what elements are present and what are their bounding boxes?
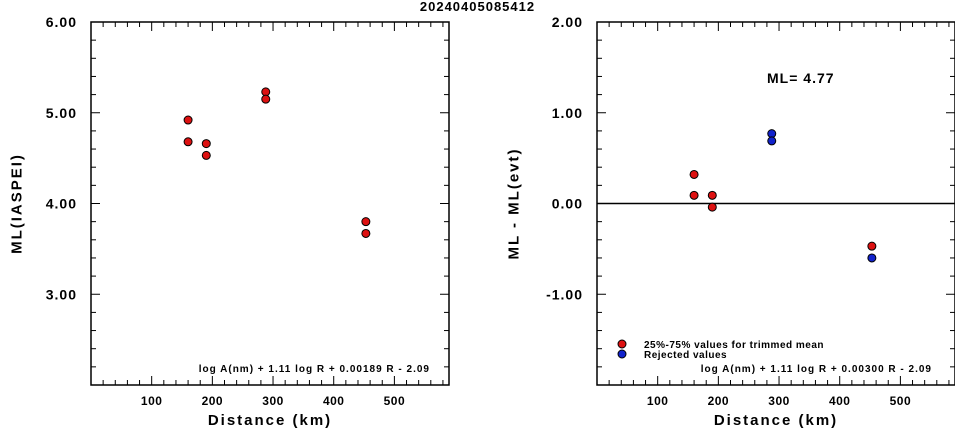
data-point	[261, 94, 271, 104]
legend-label: 25%-75% values for trimmed mean	[644, 340, 824, 351]
data-point	[867, 241, 877, 251]
x-tick-label: 200	[202, 394, 224, 408]
data-point	[361, 217, 371, 227]
data-point	[689, 190, 699, 200]
x-tick-label: 400	[829, 394, 851, 408]
legend-marker	[617, 349, 627, 359]
y-axis-title: ML(IASPEI)	[8, 153, 25, 254]
data-point	[707, 202, 717, 212]
y-tick-label: 4.00	[46, 196, 77, 212]
x-axis-title: Distance (km)	[714, 412, 838, 428]
data-point	[689, 169, 699, 179]
chart-right: -1.00 0.00 1.00 2.00 100 200 300 400 500 Distance…	[505, 14, 955, 428]
y-tick-label: 0.00	[552, 196, 583, 212]
legend-label: Rejected values	[644, 350, 727, 361]
plot-frame	[90, 21, 450, 386]
data-point	[867, 253, 877, 263]
data-point	[183, 137, 193, 147]
x-tick-label: 300	[768, 394, 790, 408]
y-tick-label: 2.00	[552, 14, 583, 30]
x-axis-title: Distance (km)	[208, 412, 332, 428]
x-tick-label: 300	[262, 394, 284, 408]
data-point	[361, 228, 371, 238]
x-tick-label: 100	[141, 394, 163, 408]
data-point	[201, 139, 211, 149]
formula-text: log A(nm) + 1.11 log R + 0.00189 R - 2.0…	[199, 364, 430, 375]
legend-marker	[617, 339, 627, 349]
y-axis-title: ML - ML(evt)	[505, 147, 522, 259]
x-tick-label: 200	[708, 394, 730, 408]
ml-annotation: ML= 4.77	[767, 70, 835, 86]
data-point	[707, 190, 717, 200]
x-tick-label: 500	[890, 394, 912, 408]
y-tick-label: 1.00	[552, 105, 583, 121]
x-tick-label: 400	[323, 394, 345, 408]
y-tick-label: 6.00	[46, 14, 77, 30]
x-tick-label: 100	[647, 394, 669, 408]
chart-left: 3.00 4.00 5.00 6.00 100 200 300 400 500 Distance …	[8, 14, 450, 428]
y-tick-label: 5.00	[46, 105, 77, 121]
x-tick-label: 500	[384, 394, 406, 408]
formula-text: log A(nm) + 1.11 log R + 0.00300 R - 2.0…	[701, 364, 932, 375]
data-point	[183, 115, 193, 125]
data-point	[201, 150, 211, 160]
data-point	[767, 136, 777, 146]
y-tick-label: 3.00	[46, 286, 77, 302]
y-tick-label: -1.00	[546, 286, 583, 302]
page-title: 20240405085412	[419, 0, 536, 14]
